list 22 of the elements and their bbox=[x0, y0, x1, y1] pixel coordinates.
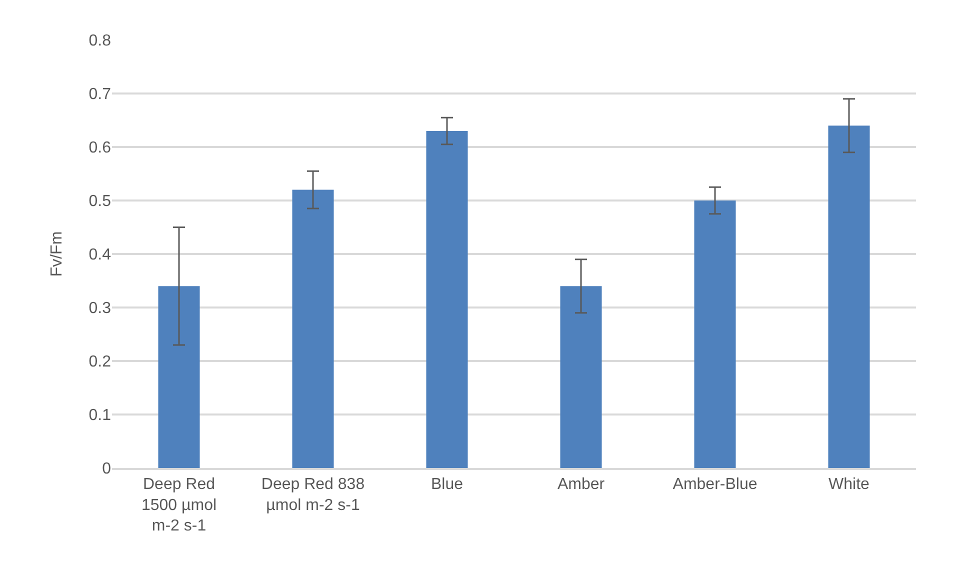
x-tick-label: Amber-Blue bbox=[672, 476, 758, 493]
y-tick-label: 0.7 bbox=[88, 86, 112, 104]
bar bbox=[694, 200, 736, 468]
x-tick-label: Deep Red 838 µmol m-2 s-1 bbox=[261, 476, 365, 514]
x-tick-label: White bbox=[828, 476, 870, 493]
x-tick-label: Amber bbox=[557, 476, 606, 493]
y-tick-label: 0.1 bbox=[88, 407, 112, 424]
bar bbox=[560, 286, 602, 468]
y-axis-title: Fv/Fm bbox=[48, 231, 66, 277]
y-tick-label: 0.3 bbox=[88, 300, 112, 318]
bar bbox=[158, 286, 200, 468]
y-tick-label: 0.8 bbox=[88, 32, 112, 50]
bar bbox=[828, 126, 870, 468]
y-tick-label: 0 bbox=[102, 460, 112, 478]
y-tick-label: 0.2 bbox=[88, 354, 112, 371]
y-tick-label: 0.4 bbox=[88, 246, 112, 264]
x-tick-label: Deep Red 1500 µmol m-2 s-1 bbox=[141, 476, 217, 535]
y-tick-label: 0.6 bbox=[88, 140, 112, 157]
y-tick-label: 0.5 bbox=[88, 193, 112, 210]
x-tick-label: Blue bbox=[430, 476, 464, 493]
bar bbox=[292, 190, 334, 468]
bar bbox=[426, 130, 468, 468]
